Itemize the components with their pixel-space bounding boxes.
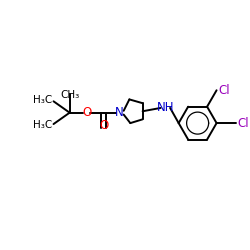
Text: H₃C: H₃C	[33, 120, 52, 130]
Text: H₃C: H₃C	[33, 95, 52, 105]
Text: O: O	[82, 106, 91, 119]
Text: N: N	[114, 106, 123, 119]
Text: CH₃: CH₃	[60, 90, 79, 100]
Text: Cl: Cl	[218, 84, 230, 97]
Text: NH: NH	[157, 102, 174, 114]
Text: O: O	[99, 119, 108, 132]
Text: Cl: Cl	[238, 116, 249, 130]
